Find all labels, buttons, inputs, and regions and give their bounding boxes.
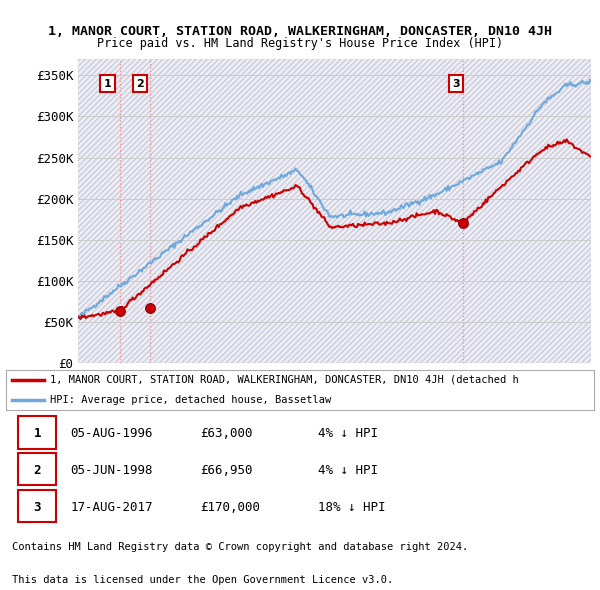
Text: £66,950: £66,950	[200, 464, 253, 477]
Text: 4% ↓ HPI: 4% ↓ HPI	[317, 427, 377, 440]
Text: 3: 3	[452, 78, 460, 88]
Text: 1, MANOR COURT, STATION ROAD, WALKERINGHAM, DONCASTER, DN10 4JH: 1, MANOR COURT, STATION ROAD, WALKERINGH…	[48, 25, 552, 38]
Text: This data is licensed under the Open Government Licence v3.0.: This data is licensed under the Open Gov…	[12, 575, 393, 585]
Text: 3: 3	[34, 501, 41, 514]
Text: 2: 2	[136, 78, 144, 88]
Text: £63,000: £63,000	[200, 427, 253, 440]
Text: £170,000: £170,000	[200, 501, 260, 514]
Text: 2: 2	[34, 464, 41, 477]
Text: 1: 1	[34, 427, 41, 440]
Text: 1: 1	[103, 78, 111, 88]
Text: 4% ↓ HPI: 4% ↓ HPI	[317, 464, 377, 477]
Text: 05-JUN-1998: 05-JUN-1998	[71, 464, 153, 477]
Text: Contains HM Land Registry data © Crown copyright and database right 2024.: Contains HM Land Registry data © Crown c…	[12, 542, 468, 552]
Text: 1, MANOR COURT, STATION ROAD, WALKERINGHAM, DONCASTER, DN10 4JH (detached h: 1, MANOR COURT, STATION ROAD, WALKERINGH…	[50, 375, 519, 385]
Text: 17-AUG-2017: 17-AUG-2017	[71, 501, 153, 514]
Bar	[78, 59, 591, 363]
Text: 18% ↓ HPI: 18% ↓ HPI	[317, 501, 385, 514]
Text: Price paid vs. HM Land Registry's House Price Index (HPI): Price paid vs. HM Land Registry's House …	[97, 37, 503, 50]
Text: 05-AUG-1996: 05-AUG-1996	[71, 427, 153, 440]
Text: HPI: Average price, detached house, Bassetlaw: HPI: Average price, detached house, Bass…	[50, 395, 331, 405]
